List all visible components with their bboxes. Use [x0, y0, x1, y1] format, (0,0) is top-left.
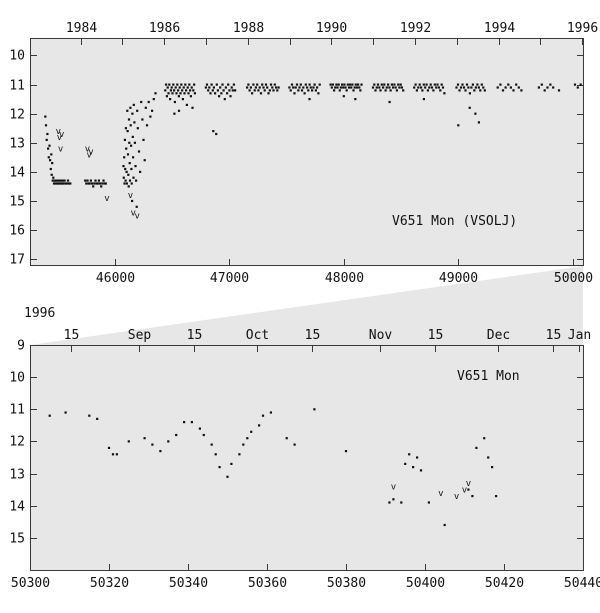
svg-text:49000: 49000	[439, 271, 478, 286]
svg-text:1988: 1988	[233, 21, 264, 36]
svg-text:50320: 50320	[90, 576, 129, 591]
svg-text:1994: 1994	[484, 21, 515, 36]
svg-text:15: 15	[305, 328, 321, 343]
svg-text:11: 11	[9, 79, 25, 94]
svg-text:13: 13	[9, 137, 25, 152]
svg-text:v: v	[104, 194, 109, 204]
svg-text:16: 16	[9, 224, 25, 239]
svg-text:v: v	[454, 492, 459, 502]
svg-text:v: v	[134, 212, 139, 222]
svg-text:v: v	[58, 145, 63, 155]
svg-text:Jan: Jan	[568, 328, 591, 343]
svg-text:10: 10	[9, 49, 25, 64]
svg-text:v: v	[128, 191, 133, 201]
svg-text:1984: 1984	[66, 21, 97, 36]
svg-text:1992: 1992	[400, 21, 431, 36]
bottom-chart-title: V651 Mon	[457, 369, 520, 384]
svg-text:12: 12	[9, 435, 25, 450]
svg-text:v: v	[466, 479, 471, 489]
svg-text:v: v	[438, 489, 443, 499]
svg-text:v: v	[130, 209, 135, 219]
svg-text:50420: 50420	[485, 576, 524, 591]
svg-text:15: 15	[428, 328, 444, 343]
svg-text:9: 9	[17, 339, 25, 354]
svg-text:v: v	[462, 486, 467, 496]
svg-text:v: v	[391, 482, 396, 492]
svg-text:14: 14	[9, 500, 25, 515]
svg-text:v: v	[56, 127, 61, 137]
svg-text:12: 12	[9, 108, 25, 123]
svg-text:1986: 1986	[149, 21, 180, 36]
svg-text:v: v	[85, 145, 90, 155]
svg-text:50440: 50440	[564, 576, 600, 591]
svg-text:Oct: Oct	[246, 328, 269, 343]
svg-text:50340: 50340	[169, 576, 208, 591]
svg-text:15: 15	[9, 532, 25, 547]
svg-text:17: 17	[9, 253, 25, 268]
svg-text:11: 11	[9, 403, 25, 418]
svg-text:15: 15	[9, 195, 25, 210]
top-chart-title: V651 Mon (VSOLJ)	[392, 214, 518, 229]
svg-text:50380: 50380	[327, 576, 366, 591]
svg-text:13: 13	[9, 468, 25, 483]
svg-text:v: v	[86, 150, 91, 160]
svg-text:Nov: Nov	[369, 328, 393, 343]
svg-text:10: 10	[9, 371, 25, 386]
svg-text:47000: 47000	[210, 271, 249, 286]
svg-text:14: 14	[9, 166, 25, 181]
svg-text:50000: 50000	[554, 271, 593, 286]
svg-text:50300: 50300	[11, 576, 50, 591]
svg-text:1990: 1990	[316, 21, 347, 36]
svg-text:v: v	[57, 133, 62, 143]
svg-text:v: v	[59, 130, 64, 140]
svg-text:46000: 46000	[96, 271, 135, 286]
svg-text:15: 15	[546, 328, 562, 343]
svg-text:1996: 1996	[567, 21, 598, 36]
bottom-chart-year-label: 1996	[24, 306, 56, 321]
zoom1996-data-points: vv vvv	[48, 408, 498, 527]
svg-text:50400: 50400	[406, 576, 445, 591]
historical-plot: 46000 47000 48000 49000 50000 10 11 12 13 14 15 16 1…	[9, 21, 598, 286]
svg-text:50360: 50360	[248, 576, 287, 591]
svg-text:v: v	[88, 148, 93, 158]
zoom1996-plot: 50300 50320 50340 50360 50380 50400 50420 50440…	[9, 328, 600, 591]
svg-text:15: 15	[64, 328, 80, 343]
svg-text:Dec: Dec	[487, 328, 510, 343]
svg-text:15: 15	[187, 328, 203, 343]
zoom-wedge	[30, 266, 583, 345]
svg-text:Sep: Sep	[128, 328, 152, 343]
svg-text:48000: 48000	[325, 271, 364, 286]
